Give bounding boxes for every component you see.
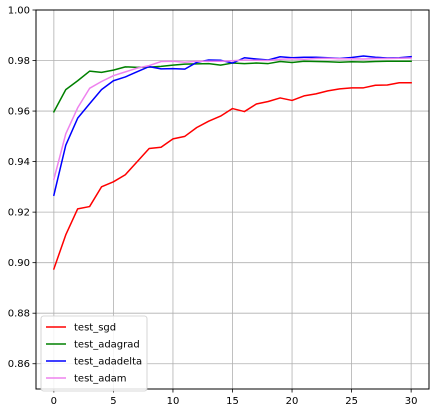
legend-label: test_sgd xyxy=(74,323,116,334)
legend-box xyxy=(40,315,148,392)
legend-label: test_adagrad xyxy=(74,340,140,351)
series-line-test-sgd xyxy=(52,82,412,270)
y-tick-label: 0.92 xyxy=(8,208,30,219)
y-tick-label: 0.96 xyxy=(8,107,30,118)
y-tick-label: 0.94 xyxy=(8,157,30,168)
y-tick-label: 0.88 xyxy=(8,309,30,320)
axis-ticks: 0 5 10 15 20 25 30 0.86 0.88 0.90 0.92 0.94 0.96 0.98… xyxy=(8,6,418,408)
x-tick-label: 0 xyxy=(51,396,57,407)
x-tick-label: 30 xyxy=(405,396,418,407)
x-tick-label: 20 xyxy=(286,396,299,407)
x-tick-label: 5 xyxy=(110,396,116,407)
y-tick-label: 0.86 xyxy=(8,359,30,370)
legend: test_sgd test_adagrad test_adadelta test_ad… xyxy=(40,315,148,392)
y-tick-label: 1.00 xyxy=(8,6,30,17)
y-tick-label: 0.90 xyxy=(8,258,30,269)
legend-label: test_adam xyxy=(74,374,127,385)
y-tick-label: 0.98 xyxy=(8,56,30,67)
grid xyxy=(36,9,429,389)
x-tick-label: 15 xyxy=(226,396,239,407)
x-tick-label: 25 xyxy=(345,396,358,407)
series-lines xyxy=(52,55,412,270)
x-tick-label: 10 xyxy=(167,396,180,407)
legend-label: test_adadelta xyxy=(74,357,142,368)
series-line-test-adadelta xyxy=(52,55,412,197)
series-line-test-adam xyxy=(52,57,412,181)
